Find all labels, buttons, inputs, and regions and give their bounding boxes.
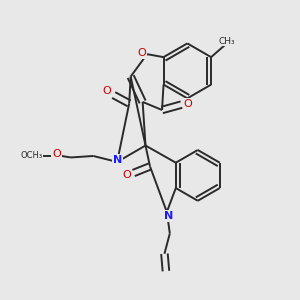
Text: O: O: [184, 99, 192, 109]
Text: N: N: [113, 155, 122, 165]
Text: O: O: [137, 48, 146, 58]
Text: N: N: [164, 211, 173, 221]
Text: O: O: [123, 170, 131, 180]
Text: O: O: [52, 149, 61, 160]
Text: OCH₃: OCH₃: [20, 151, 42, 160]
Text: O: O: [103, 86, 112, 96]
Text: CH₃: CH₃: [219, 37, 235, 46]
